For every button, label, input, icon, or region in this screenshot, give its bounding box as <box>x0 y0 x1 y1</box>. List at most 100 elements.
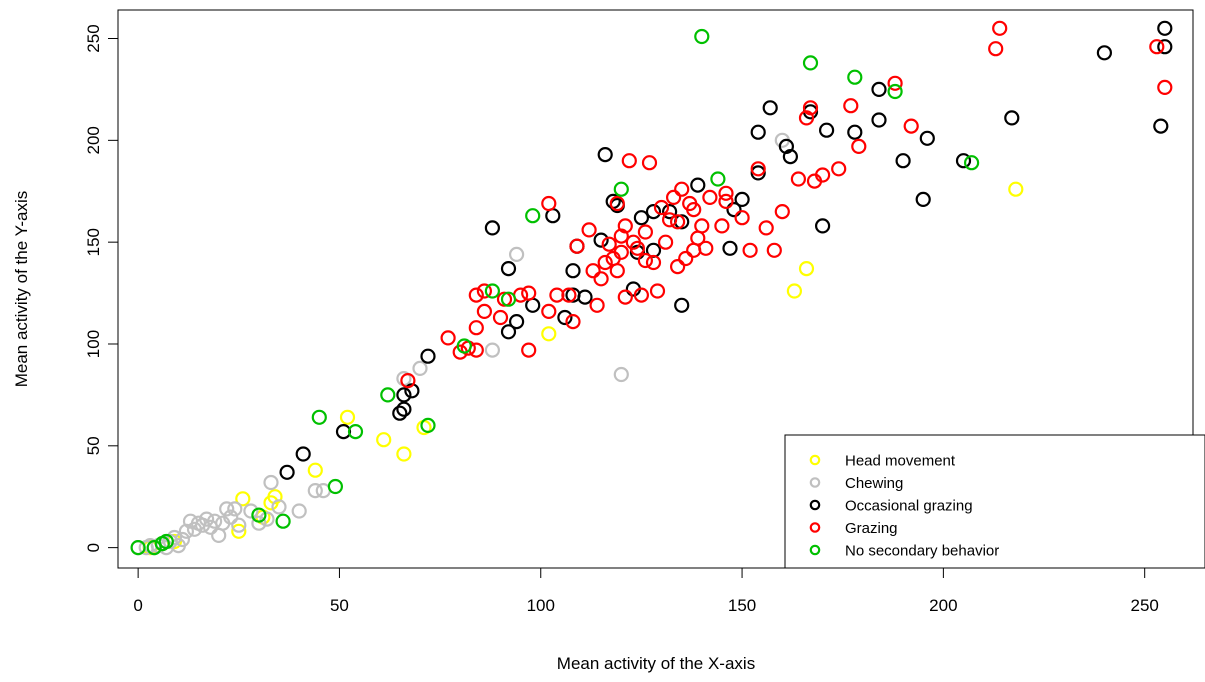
point-3-32 <box>617 289 633 305</box>
point-3-45 <box>665 189 682 205</box>
legend-label-0: Head movement <box>845 453 956 470</box>
legend-label-2: Occasional grazing <box>845 498 973 515</box>
point-4-20 <box>887 83 903 100</box>
point-3-13 <box>521 285 537 301</box>
point-4-9 <box>380 387 396 403</box>
legend: Head movement Chewing Occasional grazing Gr… <box>784 434 1205 569</box>
legend-marker-1 <box>809 477 821 488</box>
point-3-14 <box>541 303 557 319</box>
point-2-20 <box>597 147 613 163</box>
point-0-10 <box>376 432 392 448</box>
legend-box <box>784 434 1205 569</box>
y-tick-label-5: 250 <box>84 24 103 52</box>
point-3-75 <box>903 118 919 134</box>
point-3-79 <box>1157 79 1173 96</box>
point-3-5 <box>468 320 484 336</box>
point-2-28 <box>661 204 678 220</box>
y-axis-title: Mean activity of the Y-axis <box>12 191 31 388</box>
point-3-54 <box>694 218 710 234</box>
point-2-9 <box>500 324 517 340</box>
point-3-56 <box>702 189 718 205</box>
point-4-0 <box>130 539 146 556</box>
point-2-52 <box>1153 118 1169 134</box>
point-2-11 <box>508 314 525 330</box>
point-3-7 <box>476 283 492 299</box>
point-4-18 <box>802 55 819 71</box>
y-axis: 0 50 100 150 200 250 <box>84 24 119 552</box>
point-0-13 <box>541 326 557 342</box>
point-3-67 <box>798 110 815 126</box>
point-1-26 <box>251 515 267 531</box>
x-tick-label-0: 0 <box>133 596 142 615</box>
point-3-23 <box>593 271 609 287</box>
point-4-10 <box>420 417 436 433</box>
point-3-61 <box>742 242 758 258</box>
x-axis: 0 50 100 150 200 250 <box>133 567 1159 615</box>
point-3-64 <box>766 242 782 258</box>
x-axis-title: Mean activity of the X-axis <box>557 654 755 673</box>
point-2-41 <box>814 218 831 234</box>
point-3-27 <box>609 263 625 279</box>
point-1-18 <box>207 513 223 529</box>
point-3-55 <box>698 240 714 256</box>
point-0-16 <box>1008 181 1024 197</box>
point-2-31 <box>690 177 706 193</box>
point-2-43 <box>847 124 863 140</box>
point-2-4 <box>396 387 412 403</box>
point-3-49 <box>678 250 694 267</box>
point-3-58 <box>718 193 734 209</box>
point-4-11 <box>456 338 472 354</box>
point-2-44 <box>871 81 887 98</box>
legend-marker-2 <box>809 499 821 511</box>
point-2-18 <box>577 289 593 305</box>
point-3-40 <box>645 254 662 271</box>
point-4-14 <box>525 208 541 224</box>
point-4-13 <box>500 291 517 307</box>
point-1-21 <box>219 501 235 517</box>
point-3-22 <box>589 297 605 313</box>
points-layer <box>130 20 1173 556</box>
legend-label-4: No secondary behavior <box>845 543 999 560</box>
point-1-10 <box>174 531 190 548</box>
point-1-30 <box>291 503 307 519</box>
point-2-3 <box>392 405 408 421</box>
point-2-29 <box>674 297 690 313</box>
point-1-25 <box>243 503 259 519</box>
point-4-16 <box>694 28 710 45</box>
point-2-27 <box>645 204 662 220</box>
point-3-76 <box>988 41 1004 57</box>
point-1-35 <box>484 342 500 358</box>
point-3-42 <box>653 199 670 216</box>
point-3-77 <box>992 20 1008 36</box>
point-3-63 <box>758 220 774 236</box>
point-2-39 <box>782 149 799 165</box>
point-3-39 <box>641 155 658 171</box>
point-4-4 <box>251 507 267 523</box>
point-4-15 <box>613 181 629 197</box>
point-4-1 <box>146 539 162 556</box>
point-3-18 <box>565 314 581 330</box>
x-tick-label-5: 250 <box>1130 596 1158 615</box>
point-4-3 <box>158 533 174 550</box>
point-2-50 <box>1004 110 1020 126</box>
point-0-14 <box>786 283 803 299</box>
point-2-16 <box>565 263 581 279</box>
point-1-8 <box>166 529 182 546</box>
point-3-68 <box>802 100 819 116</box>
point-1-27 <box>259 511 275 527</box>
point-3-10 <box>496 291 513 307</box>
point-3-43 <box>657 234 674 250</box>
point-4-6 <box>311 409 327 425</box>
y-tick-label-3: 150 <box>84 228 103 256</box>
point-1-23 <box>227 501 243 517</box>
point-3-33 <box>621 153 637 169</box>
point-1-29 <box>271 499 287 515</box>
point-3-57 <box>714 218 730 234</box>
point-3-72 <box>843 98 859 114</box>
point-4-5 <box>275 513 291 529</box>
x-tick-label-4: 200 <box>929 596 957 615</box>
point-3-24 <box>597 254 613 271</box>
point-2-32 <box>722 240 738 256</box>
legend-label-1: Chewing <box>845 475 903 492</box>
point-0-15 <box>798 261 815 277</box>
